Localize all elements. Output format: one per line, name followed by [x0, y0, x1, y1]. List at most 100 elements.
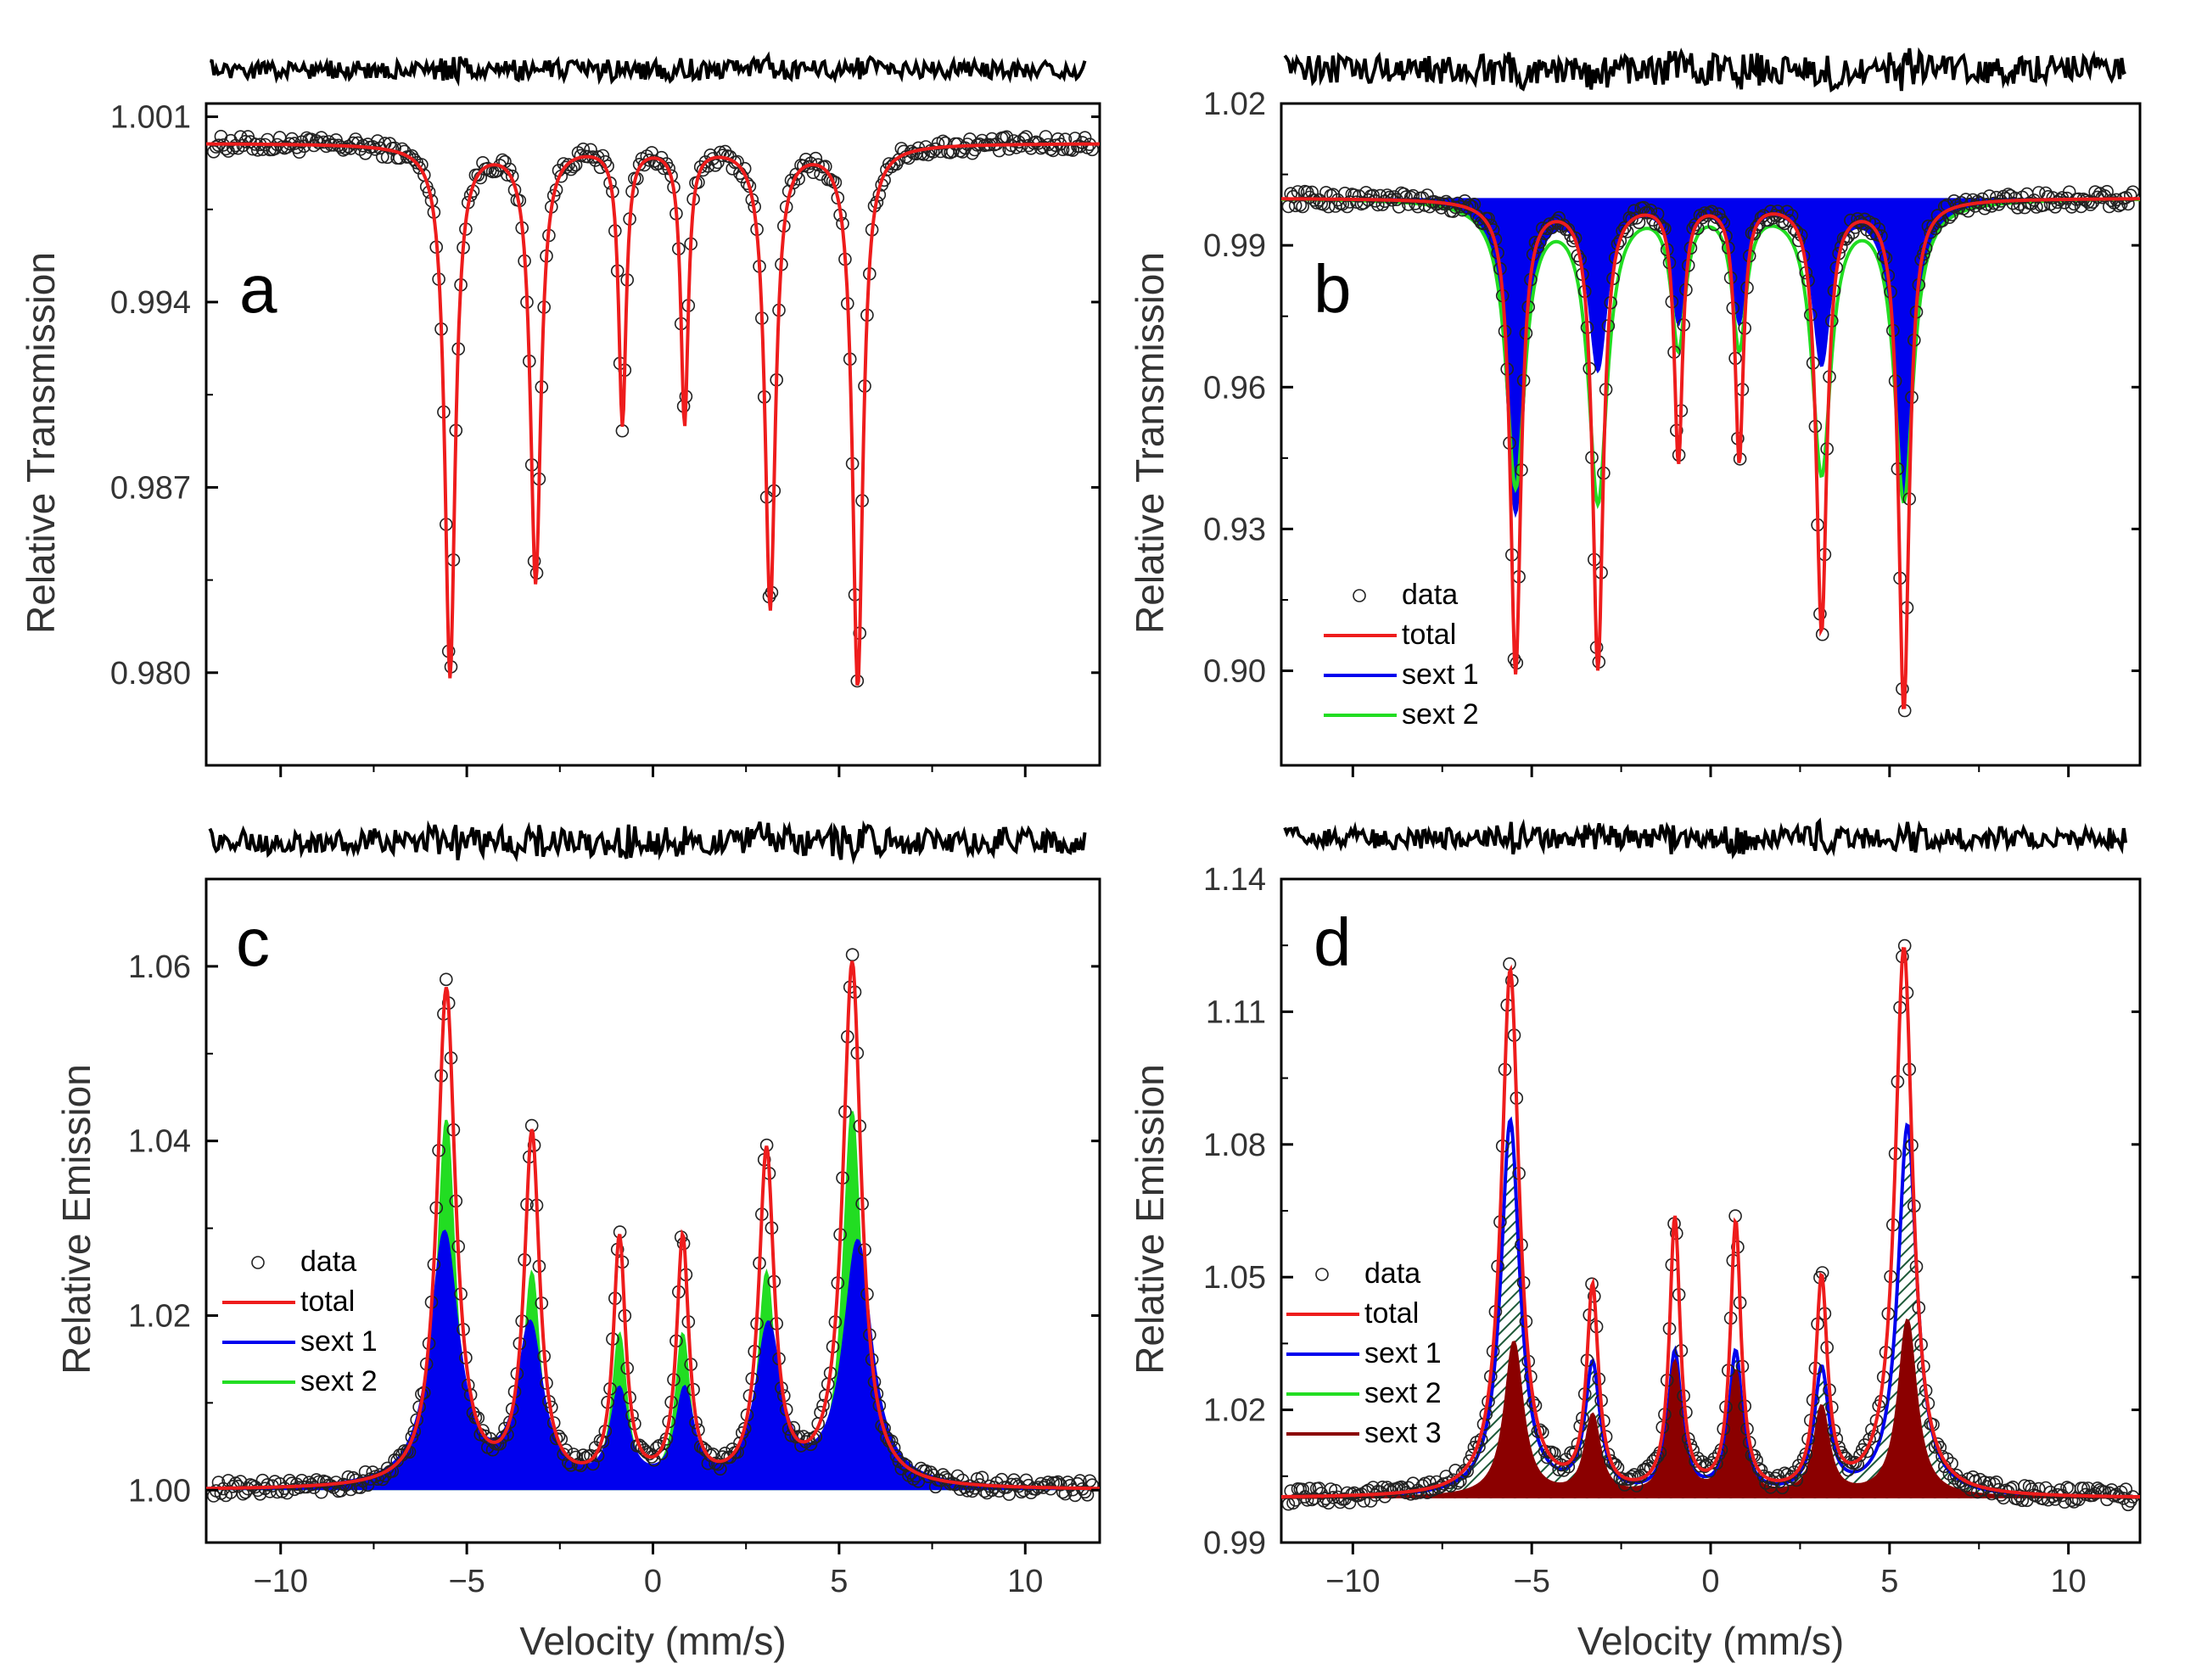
data-point: [899, 1459, 913, 1472]
total-fit-line: [1281, 947, 2140, 1498]
x-tick-label: −10: [1325, 1564, 1380, 1599]
data-point: [1698, 206, 1711, 220]
x-tick-label: −5: [1514, 1564, 1550, 1599]
x-tick-label: 5: [1880, 1564, 1898, 1599]
x-tick-label: 5: [830, 1564, 848, 1599]
y-tick-label: 1.02: [1203, 87, 1266, 122]
residual-line: [1283, 817, 2128, 860]
plot-area-b: [1281, 184, 2140, 718]
panel-letter-d: d: [1314, 904, 1352, 980]
plot-area-d: [1281, 938, 2140, 1512]
plot-area-a: [206, 130, 1100, 688]
data-point: [353, 143, 367, 156]
data-point: [1754, 1464, 1768, 1477]
data-point: [1653, 218, 1667, 232]
legend-label-sext-3: sext 3: [1364, 1417, 1442, 1449]
residual-line: [1283, 47, 2126, 93]
data-point: [1286, 189, 1300, 204]
data-point: [1309, 196, 1324, 210]
y-tick-label: 1.14: [1203, 862, 1266, 898]
data-point: [1990, 190, 2003, 204]
data-point: [733, 1436, 747, 1450]
data-point: [723, 1450, 737, 1464]
data-point: [285, 1476, 299, 1490]
data-point: [806, 165, 821, 179]
data-point: [804, 156, 818, 171]
y-tick-label: 1.001: [110, 100, 191, 136]
legend-label-data: data: [1364, 1257, 1420, 1290]
x-axis-title-c: Velocity (mm/s): [519, 1619, 786, 1663]
panel-d: 1.14 1.11 1.08 1.05 1.02 0.99 −10 −5 0 5 10 d Rela…: [1128, 817, 2142, 1663]
data-point: [576, 143, 591, 156]
panel-b: 1.02 0.99 0.96 0.93 0.90 b Relative Transmis…: [1128, 47, 2142, 777]
y-tick-label: 1.02: [128, 1298, 191, 1334]
data-point: [1463, 1454, 1476, 1468]
data-point: [696, 1441, 710, 1455]
data-point: [715, 148, 730, 162]
data-point: [412, 161, 426, 175]
y-tick-label: 1.00: [128, 1473, 191, 1509]
y-tick-label: 0.99: [1203, 1526, 1266, 1561]
data-point: [311, 1475, 326, 1489]
plot-frame-a: [204, 102, 1101, 767]
data-point: [375, 150, 389, 164]
data-point: [439, 972, 453, 987]
legend-label-total: total: [1364, 1297, 1419, 1330]
residual-line: [208, 820, 1087, 865]
legend-label-sext-2: sext 2: [300, 1365, 378, 1397]
residual-b: [1283, 47, 2126, 93]
axes-d: 1.14 1.11 1.08 1.05 1.02 0.99 −10 −5 0 5 10: [1203, 862, 2140, 1599]
data-point: [1990, 1476, 2003, 1489]
panel-c: 1.06 1.04 1.02 1.00 −10 −5 0 5 10 c Relative Emi…: [54, 820, 1101, 1663]
y-tick-label: 1.04: [128, 1124, 191, 1160]
data-point: [1851, 212, 1864, 226]
data-point: [1078, 1485, 1092, 1499]
legend-swatch-data: [1315, 1268, 1329, 1281]
data-point: [1568, 1445, 1583, 1459]
data-point: [1790, 224, 1803, 238]
legend-label-sext-2: sext 2: [1364, 1377, 1442, 1409]
data-point: [1002, 1487, 1016, 1501]
data-point: [1382, 190, 1397, 204]
data-point: [1399, 190, 1413, 204]
component-line-sext-2: [1281, 198, 2140, 510]
plot-area-c: [206, 948, 1100, 1503]
residual-d: [1283, 817, 2128, 860]
legend-label-sext-1: sext 1: [300, 1325, 378, 1358]
data-point: [1561, 222, 1576, 237]
y-tick-label: 0.980: [110, 656, 191, 692]
y-tick-label: 0.99: [1203, 228, 1266, 264]
data-point: [1296, 199, 1309, 214]
data-point: [2051, 195, 2064, 210]
x-tick-label: 10: [2051, 1564, 2087, 1599]
panel-letter-b: b: [1314, 251, 1352, 327]
data-point: [1437, 1477, 1451, 1491]
y-tick-label: 0.90: [1203, 654, 1266, 690]
legend-label-data: data: [1402, 579, 1458, 611]
legend-label-sext-1: sext 1: [1364, 1337, 1442, 1369]
data-point: [1403, 1487, 1418, 1501]
legend-label-data: data: [300, 1246, 356, 1278]
panel-letter-a: a: [239, 251, 277, 327]
total-fit-line: [206, 960, 1100, 1491]
total-fit-line: [206, 142, 1100, 686]
data-point: [709, 159, 722, 172]
y-axis-title-b: Relative Transmission: [1128, 252, 1172, 634]
data-point: [1752, 1462, 1766, 1476]
x-tick-label: −5: [448, 1564, 485, 1599]
y-tick-label: 0.93: [1203, 512, 1266, 547]
data-point: [698, 1443, 713, 1457]
legend-d: data total sext 1 sext 2 sext 3: [1286, 1257, 1442, 1449]
x-tick-label: 0: [1701, 1564, 1719, 1599]
data-point: [845, 948, 860, 961]
axes-b: 1.02 0.99 0.96 0.93 0.90: [1203, 87, 2140, 777]
y-axis-title-d: Relative Emission: [1128, 1064, 1172, 1375]
x-axis-title-d: Velocity (mm/s): [1577, 1619, 1844, 1663]
y-axis-title-c: Relative Emission: [54, 1064, 98, 1375]
legend-swatch-data: [251, 1256, 265, 1269]
data-point: [226, 141, 240, 155]
y-tick-label: 1.06: [128, 949, 191, 985]
y-tick-label: 0.96: [1203, 370, 1266, 406]
data-point: [1604, 1453, 1617, 1468]
